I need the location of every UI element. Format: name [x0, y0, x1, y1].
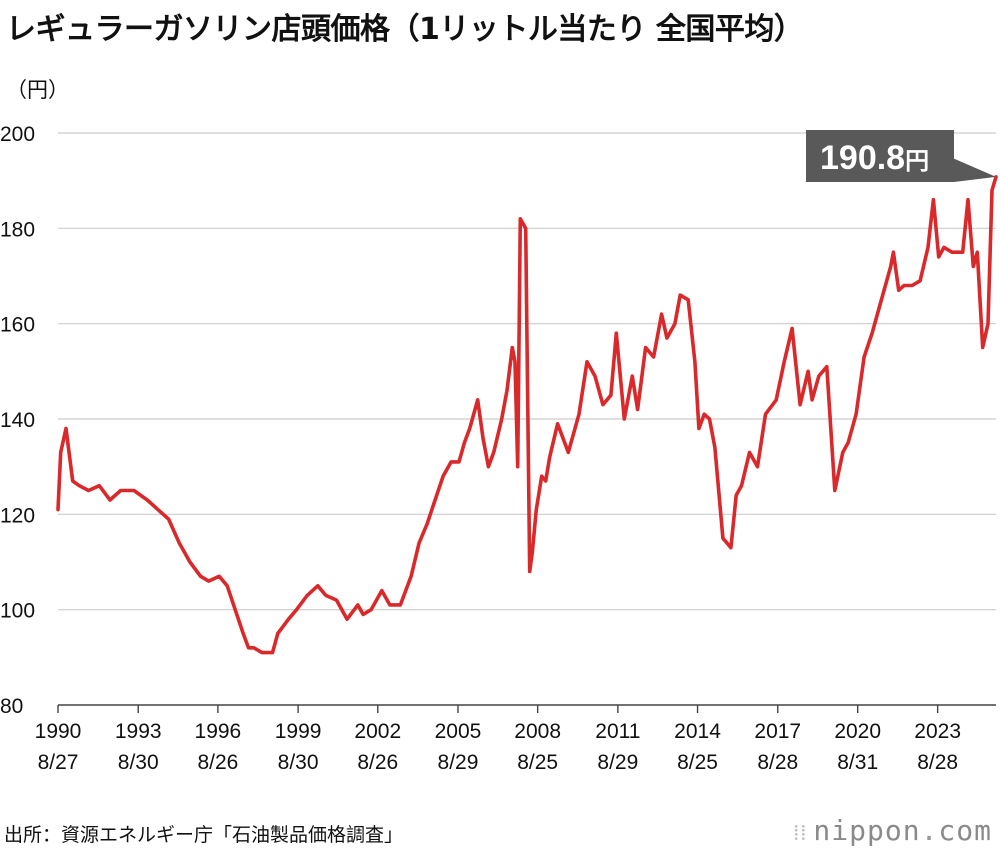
x-tick-date: 8/29 — [597, 751, 638, 774]
x-tick-date: 8/26 — [197, 751, 238, 774]
y-tick-label: 180 — [0, 218, 35, 241]
x-tick-year: 2020 — [834, 720, 881, 743]
price-series-line — [56, 175, 998, 655]
chart-title: レギュラーガソリン店頭価格（1リットル当たり 全国平均） — [6, 12, 804, 47]
callout-box — [806, 130, 996, 182]
x-tick-year: 2002 — [354, 720, 401, 743]
callout-unit: 円 — [905, 148, 929, 175]
x-tick-date: 8/28 — [757, 751, 798, 774]
brand-logo: ⁞⁞ nippon.com — [793, 814, 992, 847]
x-tick-year: 2005 — [435, 720, 482, 743]
x-tick-date: 8/25 — [517, 751, 558, 774]
y-axis-unit-label: （円） — [6, 78, 69, 102]
y-tick-label: 200 — [0, 123, 35, 146]
y-tick-label: 120 — [0, 504, 35, 527]
y-tick-label: 80 — [0, 695, 23, 718]
callout-number: 190.8 — [820, 139, 905, 177]
brand-name: nippon — [813, 814, 921, 847]
x-tick-year: 2008 — [514, 720, 561, 743]
y-tick-label: 140 — [0, 409, 35, 432]
x-tick-year: 2017 — [754, 720, 801, 743]
x-tick-date: 8/26 — [357, 751, 398, 774]
callout-value: 190.8円 — [820, 139, 929, 177]
x-tick-date: 8/25 — [677, 751, 718, 774]
x-tick-date: 8/30 — [118, 751, 159, 774]
x-tick-labels: 1990 8/27 1993 8/30 1996 8/26 1999 8/30 2002 8/26… — [35, 705, 961, 774]
x-tick-year: 1990 — [35, 720, 82, 743]
brand-dot: . — [920, 814, 939, 847]
x-tick-year: 1999 — [275, 720, 322, 743]
y-tick-label: 100 — [0, 600, 35, 623]
x-tick-year: 2011 — [595, 720, 640, 743]
x-tick-date: 8/27 — [38, 751, 79, 774]
x-tick-date: 8/29 — [438, 751, 479, 774]
brand-mark-icon: ⁞⁞ — [793, 821, 808, 846]
x-tick-year: 1996 — [195, 720, 242, 743]
x-tick-year: 1993 — [115, 720, 162, 743]
x-tick-year: 2023 — [914, 720, 961, 743]
source-note: 出所：資源エネルギー庁「石油製品価格調査」 — [4, 824, 404, 846]
x-tick-date: 8/28 — [917, 751, 958, 774]
y-tick-labels: 80 100 120 140 160 180 200 — [0, 123, 35, 718]
brand-tld: com — [938, 814, 992, 847]
x-tick-date: 8/30 — [278, 751, 319, 774]
latest-value-callout: 190.8円 — [806, 130, 996, 182]
x-tick-date: 8/31 — [837, 751, 878, 774]
x-tick-year: 2014 — [674, 720, 721, 743]
y-tick-label: 160 — [0, 314, 35, 337]
